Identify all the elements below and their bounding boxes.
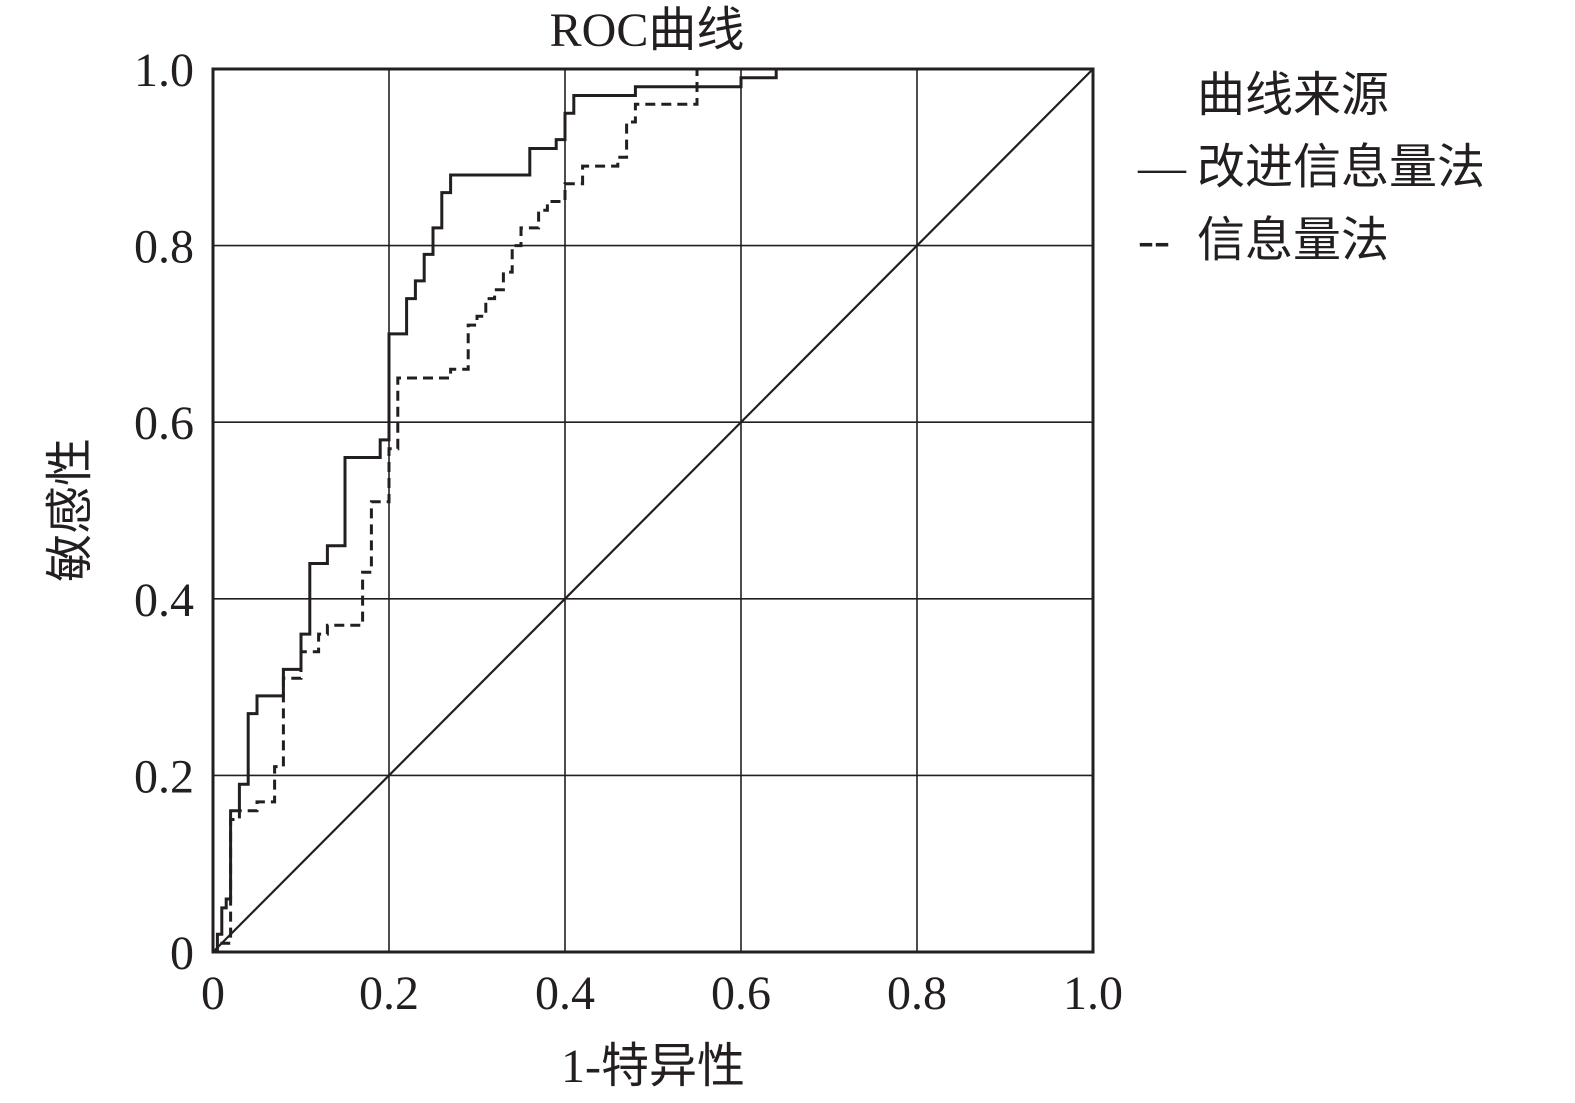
- x-axis-label: 1-特异性: [561, 1040, 745, 1093]
- x-tick-label: 0.6: [711, 967, 771, 1020]
- y-tick-label: 0.6: [134, 397, 194, 450]
- y-axis-label: 敏感性: [44, 438, 97, 582]
- y-tick-label: 0.2: [134, 750, 194, 803]
- series-line-solid: [213, 67, 1093, 954]
- x-tick-label: 0.8: [887, 967, 947, 1020]
- y-tick-label: 0.4: [134, 574, 194, 627]
- x-tick-label: 0: [201, 967, 225, 1020]
- y-tick-label: 0: [170, 927, 194, 980]
- x-tick-label: 0.2: [359, 967, 419, 1020]
- plot-frame: [211, 67, 1095, 954]
- reference-line: [212, 68, 1094, 953]
- x-tick-label: 0.4: [535, 967, 595, 1020]
- y-tick-label: 0.8: [134, 221, 194, 274]
- x-tick-label: 1.0: [1063, 967, 1123, 1020]
- y-tick-labels: 0 0.2 0.4 0.6 0.8 1.0: [134, 44, 194, 980]
- series-group: [213, 67, 1093, 954]
- legend-symbol-dashed: --: [1138, 214, 1170, 267]
- chart-title: ROC曲线: [550, 4, 745, 57]
- y-tick-label: 1.0: [134, 44, 194, 97]
- legend-symbol-solid: —: [1137, 141, 1187, 194]
- legend-title: 曲线来源: [1197, 69, 1389, 122]
- series-line-dashed: [213, 67, 1093, 954]
- legend: 曲线来源 — 改进信息量法 -- 信息量法: [1137, 69, 1485, 267]
- legend-label-improved: 改进信息量法: [1197, 141, 1485, 194]
- grid-lines: [213, 69, 1093, 952]
- legend-label-info: 信息量法: [1197, 214, 1389, 267]
- reference-line-group: [212, 68, 1094, 953]
- x-tick-labels: 0 0.2 0.4 0.6 0.8 1.0: [201, 967, 1123, 1020]
